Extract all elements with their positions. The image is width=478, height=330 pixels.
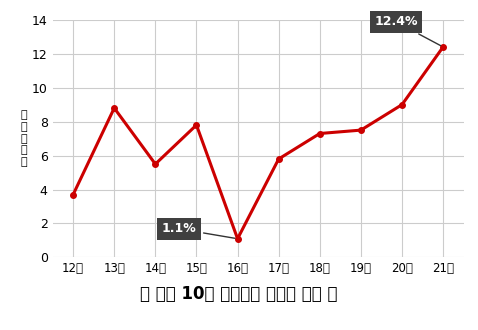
Y-axis label: 연
간
수
익
률: 연 간 수 익 률 — [20, 111, 27, 167]
Text: ＜ 최근 10년 청산펜드 수익률 추이 ＞: ＜ 최근 10년 청산펜드 수익률 추이 ＞ — [140, 285, 338, 303]
Text: 1.1%: 1.1% — [162, 222, 235, 238]
Text: 12.4%: 12.4% — [374, 15, 441, 46]
